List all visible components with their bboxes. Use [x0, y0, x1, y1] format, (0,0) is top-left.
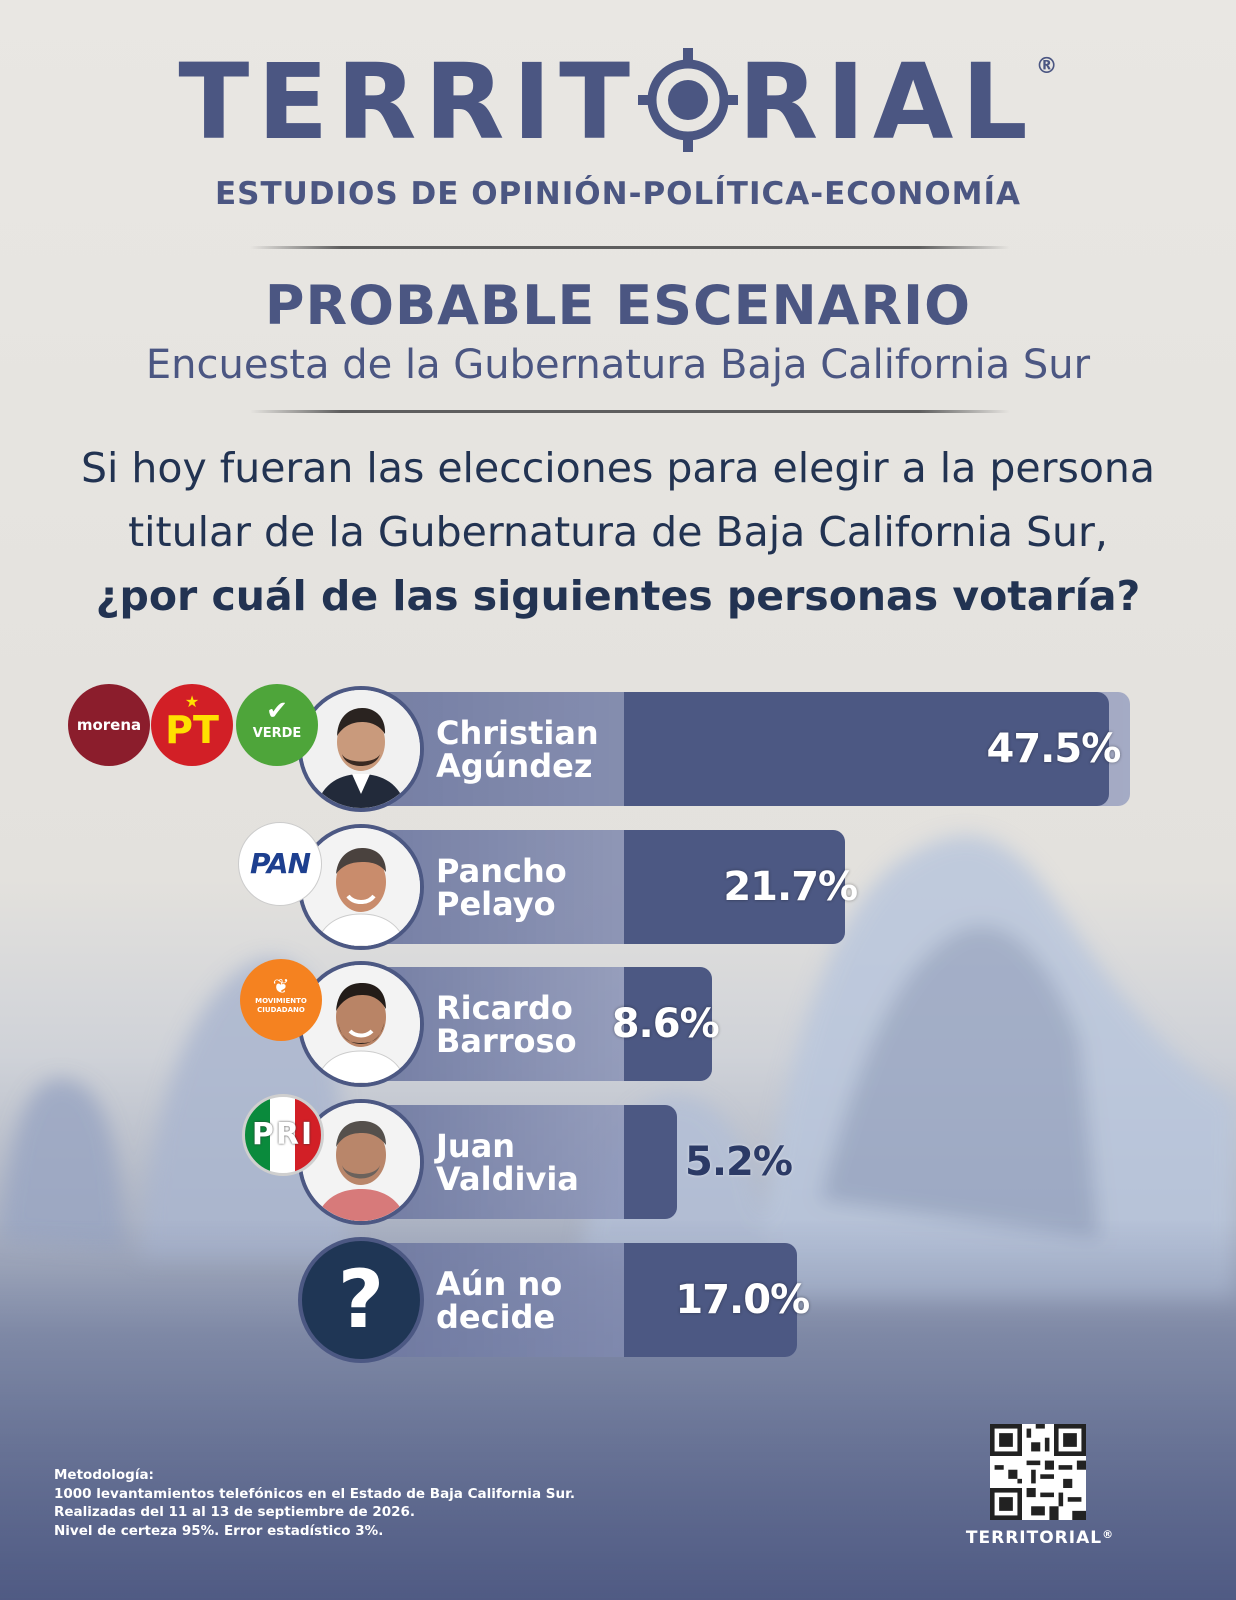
logo-text: morena — [76, 716, 142, 734]
divider — [250, 246, 1010, 249]
logo-text: VERDE — [252, 726, 302, 741]
bar — [624, 967, 712, 1081]
bar — [624, 692, 1109, 806]
candidate-first-name: Ricardo — [436, 989, 573, 1027]
check-icon: ✔ — [266, 696, 288, 726]
bar-value-label: 8.6% — [611, 1001, 720, 1047]
person-icon — [302, 965, 420, 1083]
brand-logo: TERRIT RIAL® — [0, 48, 1236, 154]
person-icon — [302, 690, 420, 808]
logo-text: PT — [165, 708, 219, 752]
logo-text: MOVIMIENTO — [255, 997, 307, 1005]
candidate-name: Ricardo Barroso — [436, 992, 636, 1058]
candidate-photo — [298, 961, 424, 1087]
verde-logo: ✔ VERDE — [236, 684, 318, 766]
brand-tagline: ESTUDIOS DE OPINIÓN-POLÍTICA-ECONOMÍA — [214, 176, 1022, 212]
qr-code-icon[interactable] — [990, 1424, 1086, 1520]
methodology-line: Nivel de certeza 95%. Error estadístico … — [54, 1522, 384, 1539]
morena-logo: morena — [68, 684, 150, 766]
candidate-first-name: Pancho — [436, 852, 567, 890]
bar-value-label: 5.2% — [685, 1139, 793, 1185]
question-line: Si hoy fueran las elecciones para elegir… — [80, 444, 1156, 492]
brand-left: TERRIT — [178, 41, 639, 163]
bar-row — [360, 692, 1140, 806]
bar — [624, 1105, 678, 1219]
candidate-last-name: Agúndez — [436, 747, 593, 785]
registered-mark: ® — [1102, 1528, 1115, 1541]
target-icon — [638, 48, 739, 152]
pri-logo: PRI — [242, 1094, 324, 1176]
question-line: titular de la Gubernatura de Baja Califo… — [128, 508, 1108, 556]
divider — [250, 410, 1010, 413]
bar-value-label: 21.7% — [723, 864, 858, 910]
question-line-emphasis: ¿por cuál de las siguientes personas vot… — [95, 572, 1141, 620]
bar — [624, 830, 846, 944]
registered-mark: ® — [1035, 54, 1058, 79]
candidate-photo — [298, 686, 424, 812]
candidate-name: Juan Valdivia — [436, 1130, 636, 1196]
candidate-last-name: Valdivia — [436, 1160, 579, 1198]
page-title: PROBABLE ESCENARIO — [264, 274, 972, 337]
movimiento-ciudadano-logo: ❦ MOVIMIENTO CIUDADANO — [240, 959, 322, 1041]
candidate-first-name: Christian — [436, 714, 599, 752]
eagle-icon: ❦ — [272, 974, 290, 998]
undecided-badge: ? — [298, 1237, 424, 1363]
candidate-name: Pancho Pelayo — [436, 855, 636, 921]
bar-value-label: 17.0% — [675, 1277, 810, 1323]
bar-row — [360, 830, 1140, 944]
candidate-name: Christian Agúndez — [436, 717, 636, 783]
logo-text: PRI — [251, 1117, 315, 1152]
candidate-name: Aún no decide — [436, 1268, 636, 1334]
candidate-first-name: Aún no — [436, 1265, 563, 1303]
question-mark-icon: ? — [337, 1253, 385, 1346]
methodology-line: Realizadas del 11 al 13 de septiembre de… — [54, 1504, 416, 1520]
person-icon — [302, 828, 420, 946]
footer-brand-text: TERRITORIAL — [965, 1528, 1103, 1548]
pt-logo: ★ PT — [151, 684, 233, 766]
candidate-last-name: Pelayo — [436, 885, 556, 923]
survey-question: Si hoy fueran las elecciones para elegir… — [60, 436, 1176, 628]
footer-brand: TERRITORIAL® — [940, 1528, 1140, 1548]
bar-row — [360, 1243, 1140, 1357]
bar-value-label: 47.5% — [986, 726, 1122, 772]
page-subtitle: Encuesta de la Gubernatura Baja Californ… — [145, 342, 1091, 388]
bar — [624, 1243, 798, 1357]
methodology-heading: Metodología: — [54, 1467, 154, 1483]
brand-right: RIAL — [738, 41, 1036, 163]
star-icon: ★ — [184, 692, 200, 711]
logo-text: CIUDADANO — [257, 1006, 305, 1014]
candidate-last-name: Barroso — [436, 1022, 577, 1060]
candidate-first-name: Juan — [436, 1127, 516, 1165]
logo-text: PAN — [249, 847, 311, 880]
pan-logo: PAN — [238, 822, 322, 906]
methodology-line: 1000 levantamientos telefónicos en el Es… — [54, 1485, 575, 1502]
methodology-note: Metodología: 1000 levantamientos telefón… — [54, 1466, 575, 1540]
candidate-photo — [298, 824, 424, 950]
candidate-last-name: decide — [436, 1298, 556, 1336]
